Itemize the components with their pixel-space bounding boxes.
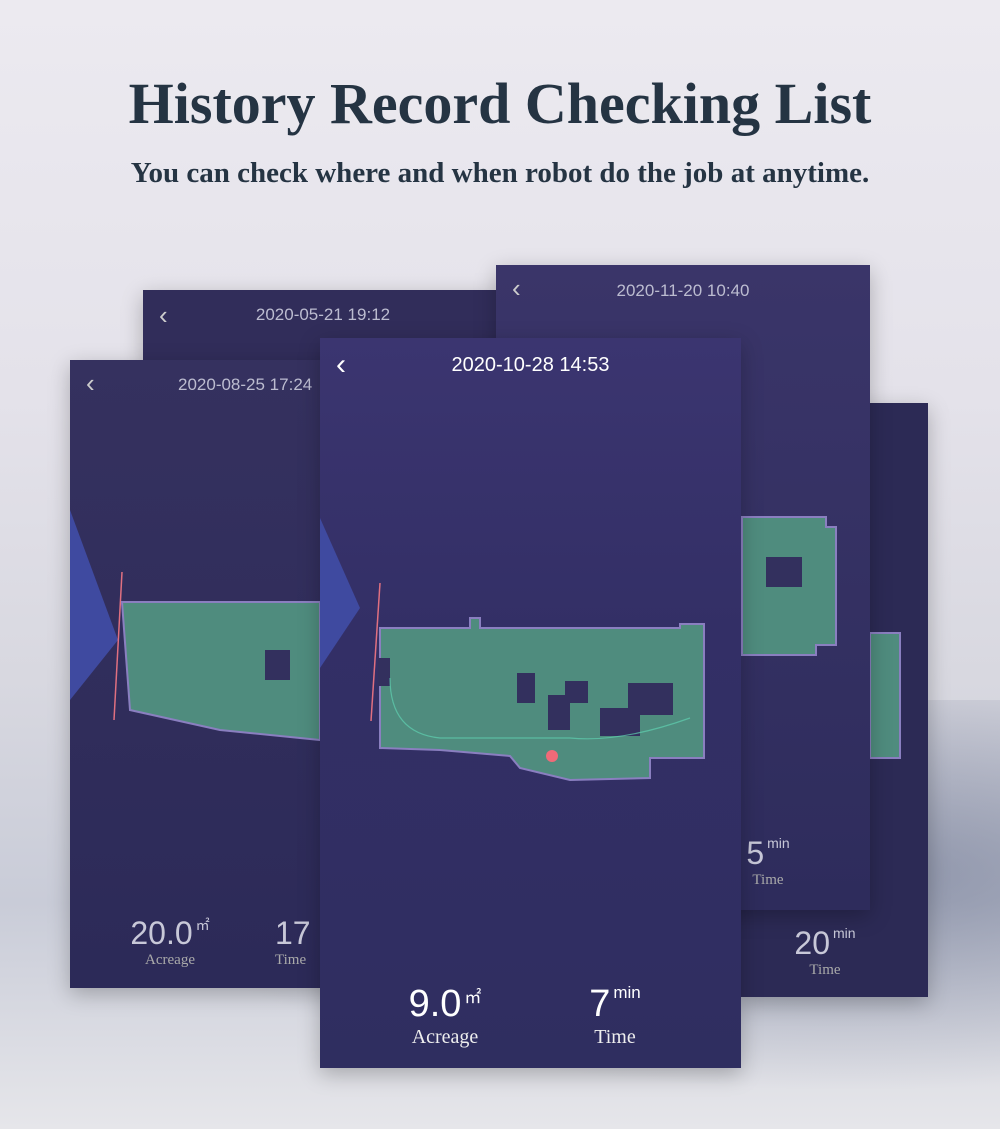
cleaning-map xyxy=(741,516,837,656)
time-stat: 5 min Time xyxy=(746,835,790,888)
time-stat: 20 min Time xyxy=(794,925,856,978)
page-title: History Record Checking List xyxy=(128,71,872,136)
chevron-left-icon[interactable]: ‹ xyxy=(86,368,95,398)
record-date: 2020-08-25 17:24 xyxy=(178,375,313,394)
chevron-left-icon[interactable]: ‹ xyxy=(336,348,346,381)
cleaning-map xyxy=(70,510,321,742)
chevron-left-icon[interactable]: ‹ xyxy=(159,300,168,330)
time-stat: 17 Time xyxy=(275,915,311,968)
cleaning-map xyxy=(320,518,705,782)
robot-position-marker xyxy=(546,750,558,762)
record-date: 2020-11-20 10:40 xyxy=(616,281,750,300)
record-card-selected[interactable]: ‹ 2020-10-28 14:53 9.0 ㎡ Acreage 7 min Tim… xyxy=(320,338,741,1068)
time-stat: 7 min Time xyxy=(589,983,641,1048)
acreage-stat: 9.0 ㎡ Acreage xyxy=(408,983,482,1048)
cleaning-map xyxy=(869,632,901,759)
record-date: 2020-10-28 14:53 xyxy=(451,354,610,376)
record-date: 2020-05-21 19:12 xyxy=(255,305,391,324)
chevron-left-icon[interactable]: ‹ xyxy=(512,273,521,303)
record-card[interactable]: ‹ 2020-08-25 17:24 20.0 ㎡ Acreage 17 Time xyxy=(70,360,340,988)
acreage-stat: 20.0 ㎡ Acreage xyxy=(130,915,210,968)
page-subtitle: You can check where and when robot do th… xyxy=(130,157,870,189)
